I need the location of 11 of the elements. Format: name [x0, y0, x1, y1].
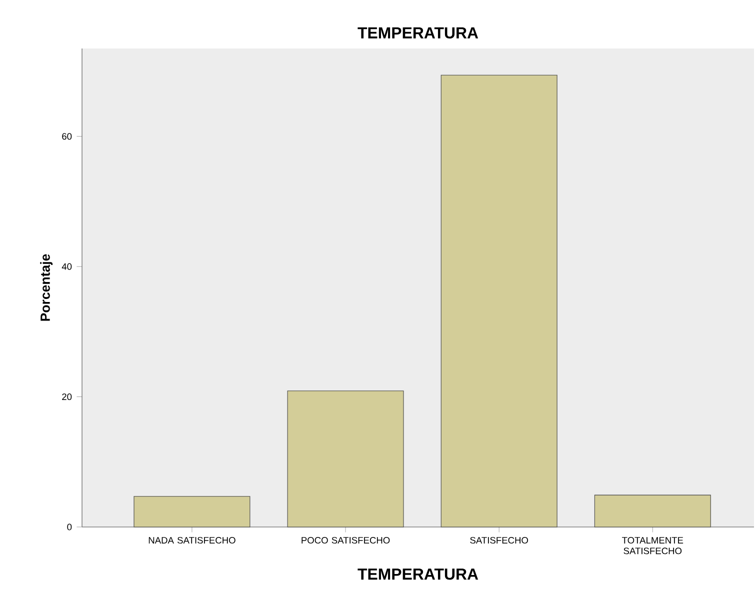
chart-title: TEMPERATURA: [358, 27, 478, 38]
y-tick-label: 40: [62, 263, 72, 270]
x-axis-title: TEMPERATURA: [358, 568, 478, 580]
x-tick-label: POCO SATISFECHO: [302, 537, 390, 544]
x-tick-label: SATISFECHO: [470, 537, 528, 544]
y-axis-title: Porcentaje: [40, 254, 53, 321]
y-tick-label: 0: [67, 524, 72, 530]
x-tick-label: TOTALMENTE SATISFECHO: [622, 537, 684, 554]
y-tick-label: 60: [62, 133, 72, 140]
y-tick-label: 20: [62, 394, 72, 400]
x-tick-label: NADA SATISFECHO: [148, 537, 236, 544]
